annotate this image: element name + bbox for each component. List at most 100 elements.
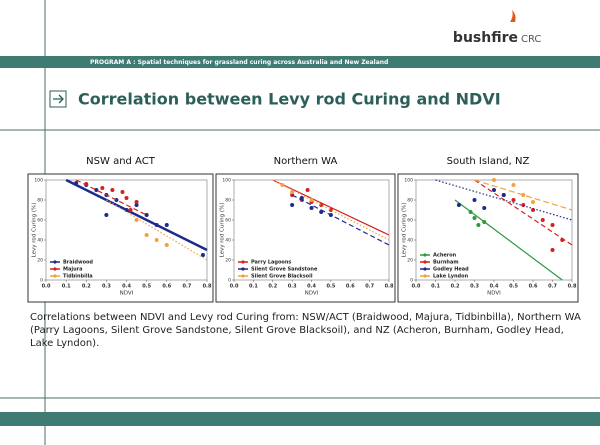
- data-point: [482, 220, 487, 224]
- trend-line: [75, 179, 147, 216]
- x-tick-label: 0.6: [529, 284, 538, 290]
- x-tick-label: 0.2: [268, 284, 277, 290]
- data-point: [560, 238, 565, 242]
- y-tick-label: 100: [34, 178, 43, 184]
- x-tick-label: 0.5: [509, 284, 518, 290]
- data-point: [319, 210, 324, 214]
- y-tick-label: 0: [228, 278, 231, 284]
- data-point: [328, 213, 333, 217]
- data-point: [472, 198, 477, 202]
- data-point: [492, 188, 496, 192]
- data-point: [290, 203, 295, 207]
- x-tick-label: 0.0: [230, 284, 239, 290]
- logo-flame: [510, 10, 516, 22]
- arrow-box: [49, 90, 67, 108]
- logo: bushfire: [453, 30, 518, 46]
- y-tick-label: 40: [37, 238, 43, 244]
- data-point: [84, 182, 89, 186]
- chart-frame: [397, 173, 579, 303]
- data-point: [456, 203, 461, 207]
- data-point: [309, 206, 314, 210]
- data-point: [134, 218, 139, 222]
- trend-line: [291, 194, 390, 246]
- chart: Northern WA 0.0 0.1 0.2 0.3 0.4 0.5 0.6 0.7 0.8 0 2…: [215, 156, 396, 303]
- chart: South Island, NZ 0.0 0.1 0.2 0.3 0.4 0.5 0.6 0.7…: [397, 156, 579, 303]
- legend-marker: [241, 274, 245, 278]
- data-point: [280, 183, 285, 187]
- y-tick-label: 40: [225, 238, 231, 244]
- x-axis-label: NDVI: [487, 291, 501, 297]
- program-text: PROGRAM A : Spatial techniques for grass…: [90, 59, 388, 66]
- data-point: [110, 188, 115, 192]
- x-tick-label: 0.3: [288, 284, 297, 290]
- data-point: [100, 186, 105, 190]
- y-axis-label: Levy rod Curing (%): [402, 203, 408, 258]
- x-tick-label: 0.5: [142, 284, 151, 290]
- y-tick-label: 60: [225, 218, 231, 224]
- x-tick-label: 0.1: [62, 284, 71, 290]
- data-point: [164, 243, 169, 247]
- x-tick-label: 0.3: [102, 284, 111, 290]
- data-point: [120, 190, 125, 194]
- program-band: [0, 56, 600, 68]
- legend-marker: [423, 260, 427, 264]
- data-point: [94, 188, 99, 192]
- data-point: [501, 193, 506, 197]
- y-tick-label: 40: [407, 238, 413, 244]
- data-point: [511, 198, 516, 202]
- data-point: [550, 248, 555, 252]
- y-tick-label: 20: [37, 258, 43, 264]
- trend-line: [474, 179, 573, 246]
- x-tick-label: 0.3: [470, 284, 479, 290]
- chart-title: NSW and ACT: [86, 156, 156, 167]
- x-tick-label: 0.2: [451, 284, 460, 290]
- data-point: [290, 190, 295, 194]
- y-tick-label: 0: [410, 278, 413, 284]
- x-tick-label: 0.7: [548, 284, 557, 290]
- data-point: [550, 223, 555, 227]
- data-point: [476, 223, 481, 227]
- legend-marker: [53, 260, 57, 264]
- x-tick-label: 0.8: [203, 284, 212, 290]
- data-point: [305, 188, 310, 192]
- y-tick-label: 100: [222, 178, 231, 184]
- legend-label: Burnham: [433, 260, 459, 266]
- x-axis-label: NDVI: [305, 291, 319, 297]
- data-point: [299, 196, 304, 200]
- data-point: [521, 203, 526, 207]
- x-tick-label: 0.7: [182, 284, 191, 290]
- trend-line: [474, 179, 573, 211]
- legend-marker: [53, 267, 57, 271]
- data-point: [328, 208, 333, 212]
- x-tick-label: 0.4: [307, 284, 316, 290]
- y-tick-label: 80: [37, 198, 43, 204]
- data-point: [472, 216, 477, 220]
- x-tick-label: 0.5: [326, 284, 335, 290]
- data-point: [521, 193, 526, 197]
- y-tick-label: 0: [40, 278, 43, 284]
- legend-marker: [423, 253, 427, 257]
- x-tick-label: 0.7: [365, 284, 374, 290]
- data-point: [128, 208, 133, 212]
- x-tick-label: 0.0: [412, 284, 421, 290]
- legend-label: Tidbinbilla: [63, 274, 93, 280]
- trend-line: [435, 179, 573, 221]
- y-tick-label: 100: [404, 178, 413, 184]
- y-axis-label: Levy rod Curing (%): [32, 203, 38, 258]
- y-tick-label: 20: [225, 258, 231, 264]
- y-axis-label: Levy rod Curing (%): [220, 203, 226, 258]
- data-point: [319, 203, 324, 207]
- y-tick-label: 80: [407, 198, 413, 204]
- y-tick-label: 60: [407, 218, 413, 224]
- legend-label: Parry Lagoons: [251, 260, 291, 266]
- x-tick-label: 0.8: [568, 284, 577, 290]
- legend-marker: [423, 274, 427, 278]
- logo-suffix: CRC: [521, 34, 541, 45]
- data-point: [154, 223, 159, 227]
- data-point: [468, 210, 473, 214]
- data-point: [144, 213, 149, 217]
- y-tick-label: 80: [225, 198, 231, 204]
- footer-band: [0, 412, 600, 426]
